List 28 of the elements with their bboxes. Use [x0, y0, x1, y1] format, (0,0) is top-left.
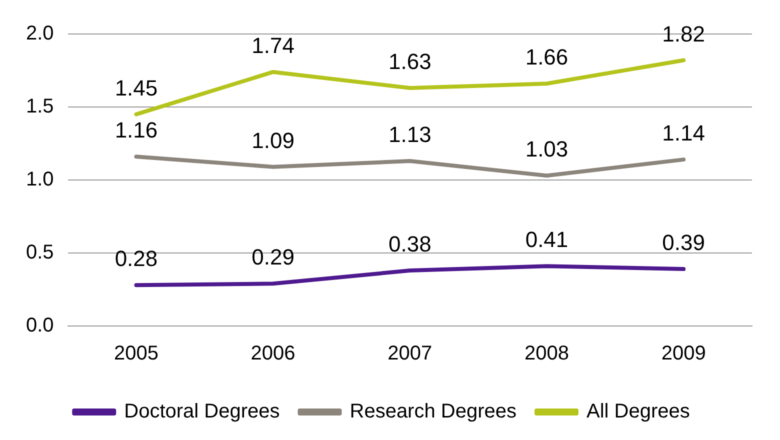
x-tick-label: 2009: [661, 342, 706, 365]
legend-label: Research Degrees: [350, 400, 516, 423]
data-label: 1.13: [388, 122, 432, 148]
data-label: 0.28: [114, 246, 158, 272]
data-label: 1.45: [114, 75, 158, 100]
data-label: 1.63: [388, 49, 432, 74]
data-label: 1.16: [114, 118, 158, 143]
x-tick-label: 2005: [114, 342, 158, 365]
data-label: 1.82: [662, 21, 705, 46]
y-tick-label: 1.0: [26, 168, 54, 191]
data-label: 0.39: [662, 230, 705, 256]
data-label: 1.03: [525, 136, 568, 162]
x-tick-label: 2007: [388, 342, 432, 365]
data-label: 0.29: [252, 244, 294, 270]
data-label: 1.14: [662, 120, 705, 146]
data-label: 0.38: [388, 232, 432, 257]
y-tick-label: 0.5: [26, 242, 54, 264]
y-tick-label: 2.0: [26, 22, 54, 45]
y-tick-label: 0.0: [26, 314, 54, 337]
data-label: 1.74: [252, 33, 294, 58]
y-tick-label: 1.5: [26, 96, 54, 118]
x-tick-label: 2008: [524, 342, 569, 365]
legend-label: Doctoral Degrees: [124, 400, 280, 423]
data-label: 1.09: [252, 128, 294, 153]
data-label: 1.66: [525, 44, 568, 70]
legend-label: All Degrees: [586, 400, 690, 423]
x-tick-label: 2006: [250, 342, 296, 365]
data-label: 0.41: [525, 227, 568, 252]
